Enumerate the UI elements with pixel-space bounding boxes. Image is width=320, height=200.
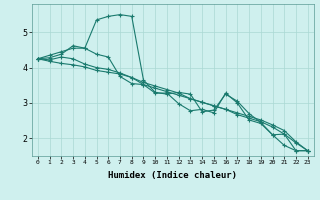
- X-axis label: Humidex (Indice chaleur): Humidex (Indice chaleur): [108, 171, 237, 180]
